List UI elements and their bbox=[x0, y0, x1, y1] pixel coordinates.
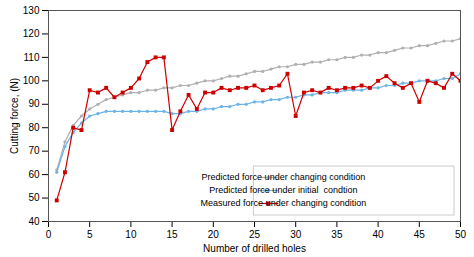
svg-text:100: 100 bbox=[23, 75, 40, 86]
svg-text:60: 60 bbox=[28, 169, 40, 180]
svg-text:Number of drilled holes: Number of drilled holes bbox=[203, 243, 306, 254]
svg-text:Measured force under changing: Measured force under changing condition bbox=[201, 198, 367, 208]
svg-text:90: 90 bbox=[28, 98, 40, 109]
svg-text:Cutting force, (N): Cutting force, (N) bbox=[9, 78, 20, 154]
svg-text:Predicted force under changing: Predicted force under changing condition bbox=[202, 172, 366, 182]
svg-text:20: 20 bbox=[208, 229, 220, 240]
svg-text:80: 80 bbox=[28, 122, 40, 133]
svg-text:70: 70 bbox=[28, 145, 40, 156]
svg-text:30: 30 bbox=[290, 229, 302, 240]
svg-text:15: 15 bbox=[167, 229, 179, 240]
svg-text:50: 50 bbox=[28, 192, 40, 203]
svg-text:40: 40 bbox=[28, 216, 40, 227]
svg-text:25: 25 bbox=[249, 229, 261, 240]
svg-text:120: 120 bbox=[23, 28, 40, 39]
svg-text:5: 5 bbox=[87, 229, 93, 240]
svg-text:50: 50 bbox=[455, 229, 467, 240]
svg-text:35: 35 bbox=[331, 229, 343, 240]
svg-text:10: 10 bbox=[125, 229, 137, 240]
svg-text:45: 45 bbox=[414, 229, 426, 240]
svg-text:40: 40 bbox=[373, 229, 385, 240]
svg-text:110: 110 bbox=[24, 52, 40, 63]
svg-text:130: 130 bbox=[23, 5, 40, 16]
svg-text:0: 0 bbox=[46, 229, 52, 240]
svg-text:Predicted force under initial: Predicted force under initial condtion bbox=[209, 185, 357, 195]
